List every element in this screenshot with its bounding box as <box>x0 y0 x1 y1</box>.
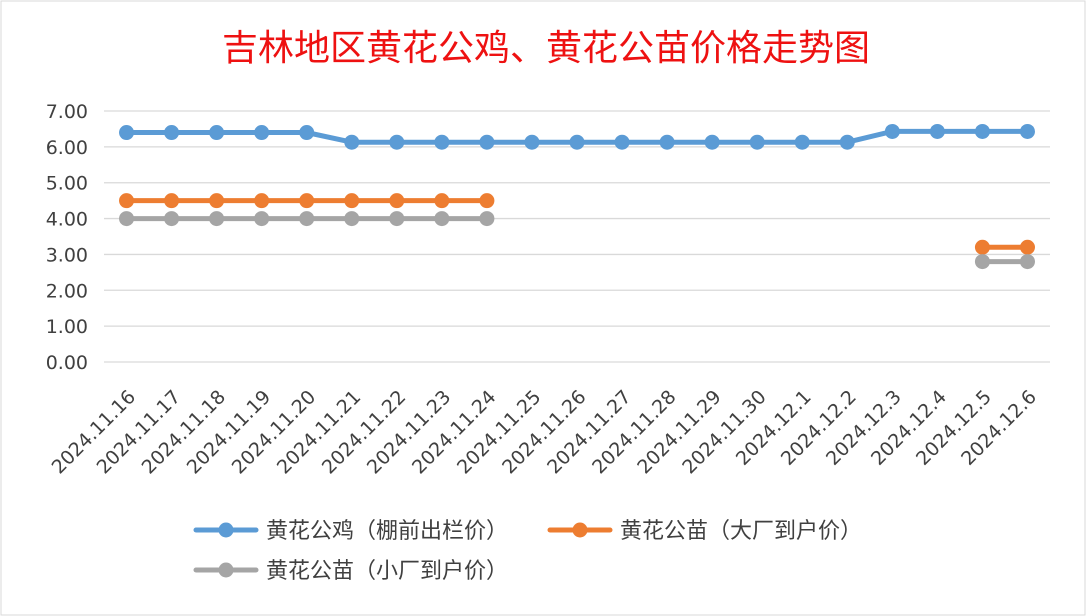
data-point <box>344 134 360 150</box>
series-2 <box>119 193 1035 255</box>
data-point <box>254 193 270 209</box>
data-point <box>434 193 450 209</box>
data-point <box>614 134 630 150</box>
data-point <box>299 211 315 227</box>
data-point <box>164 125 180 141</box>
data-point <box>434 211 450 227</box>
data-point <box>434 134 450 150</box>
data-point <box>344 193 360 209</box>
legend-item: 黄花公鸡（棚前出栏价） <box>193 519 508 544</box>
data-point <box>344 211 360 227</box>
data-point <box>119 193 135 209</box>
data-point <box>119 125 135 141</box>
data-point <box>974 123 990 139</box>
data-point <box>1019 123 1035 139</box>
series-1 <box>119 123 1035 150</box>
data-point <box>569 134 585 150</box>
legend-label: 黄花公苗（大厂到户价） <box>620 519 862 544</box>
chart-title: 吉林地区黄花公鸡、黄花公苗价格走势图 <box>222 28 870 69</box>
data-point <box>389 211 405 227</box>
data-point <box>1019 239 1035 255</box>
legend-item: 黄花公苗（大厂到户价） <box>547 519 862 544</box>
y-tick-label: 6.00 <box>46 137 88 159</box>
y-tick-label: 1.00 <box>46 316 88 338</box>
series-3 <box>119 211 1035 270</box>
data-point <box>794 134 810 150</box>
data-point <box>974 254 990 270</box>
data-point <box>254 211 270 227</box>
legend-label: 黄花公鸡（棚前出栏价） <box>266 519 508 544</box>
data-point <box>209 125 225 141</box>
series-lines <box>119 123 1035 270</box>
data-point <box>1019 254 1035 270</box>
data-point <box>164 211 180 227</box>
data-point <box>119 211 135 227</box>
data-point <box>479 134 495 150</box>
y-tick-label: 0.00 <box>46 352 88 374</box>
data-point <box>749 134 765 150</box>
data-point <box>479 211 495 227</box>
data-point <box>659 134 675 150</box>
data-point <box>884 123 900 139</box>
data-point <box>389 193 405 209</box>
data-point <box>254 125 270 141</box>
y-tick-label: 2.00 <box>46 280 88 302</box>
legend-marker <box>572 522 588 538</box>
data-point <box>839 134 855 150</box>
data-point <box>299 125 315 141</box>
data-point <box>974 239 990 255</box>
legend-marker <box>218 562 234 578</box>
data-point <box>164 193 180 209</box>
y-tick-label: 7.00 <box>46 101 88 123</box>
data-point <box>704 134 720 150</box>
data-point <box>524 134 540 150</box>
y-axis-tick-labels: 0.00 1.00 2.00 3.00 4.00 5.00 6.00 7.00 <box>46 101 88 374</box>
y-tick-label: 5.00 <box>46 173 88 195</box>
y-tick-label: 4.00 <box>46 209 88 231</box>
legend-marker <box>218 522 234 538</box>
data-point <box>479 193 495 209</box>
legend: 黄花公鸡（棚前出栏价） 黄花公苗（大厂到户价） 黄花公苗（小厂到户价） <box>193 519 862 584</box>
legend-item: 黄花公苗（小厂到户价） <box>193 559 508 584</box>
data-point <box>209 193 225 209</box>
data-point <box>209 211 225 227</box>
data-point <box>929 123 945 139</box>
y-tick-label: 3.00 <box>46 244 88 266</box>
data-point <box>389 134 405 150</box>
data-point <box>299 193 315 209</box>
legend-label: 黄花公苗（小厂到户价） <box>266 559 508 584</box>
